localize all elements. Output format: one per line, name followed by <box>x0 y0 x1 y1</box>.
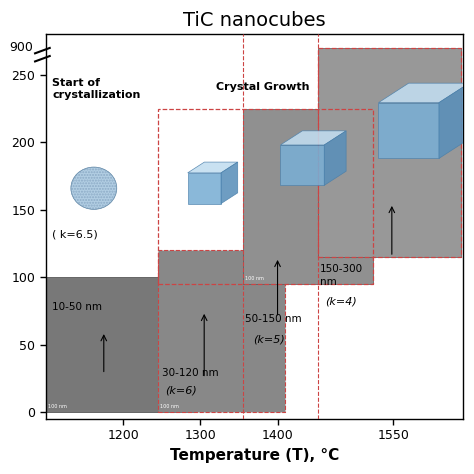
X-axis label: Temperature (T), °C: Temperature (T), °C <box>170 448 339 463</box>
Text: (k=4): (k=4) <box>326 297 357 307</box>
FancyBboxPatch shape <box>319 48 461 257</box>
Text: 30-120 nm: 30-120 nm <box>162 368 219 378</box>
Polygon shape <box>221 162 237 204</box>
Polygon shape <box>378 83 469 103</box>
Polygon shape <box>439 83 469 158</box>
Text: 900: 900 <box>9 41 34 55</box>
Text: ( k=6.5): ( k=6.5) <box>52 229 98 239</box>
Polygon shape <box>188 162 237 173</box>
FancyBboxPatch shape <box>46 277 196 412</box>
Title: TiC nanocubes: TiC nanocubes <box>183 11 326 30</box>
Polygon shape <box>378 103 439 158</box>
FancyBboxPatch shape <box>243 109 373 284</box>
Text: 10-50 nm: 10-50 nm <box>52 302 102 312</box>
Polygon shape <box>324 131 346 185</box>
Polygon shape <box>281 131 346 145</box>
Text: (k=5): (k=5) <box>253 335 284 345</box>
Polygon shape <box>188 173 221 204</box>
Polygon shape <box>281 145 324 185</box>
Text: 150-300
nm: 150-300 nm <box>320 264 363 287</box>
Text: 100 nm: 100 nm <box>160 404 179 409</box>
Text: (k=6): (k=6) <box>165 386 197 396</box>
Text: 100 nm: 100 nm <box>245 276 264 281</box>
Text: 100 nm: 100 nm <box>48 404 67 409</box>
Text: Crystal Growth: Crystal Growth <box>216 82 309 91</box>
FancyBboxPatch shape <box>158 250 285 412</box>
Text: Start of
crystallization: Start of crystallization <box>52 78 140 100</box>
Text: 50-150 nm: 50-150 nm <box>245 314 302 325</box>
Circle shape <box>71 167 117 210</box>
